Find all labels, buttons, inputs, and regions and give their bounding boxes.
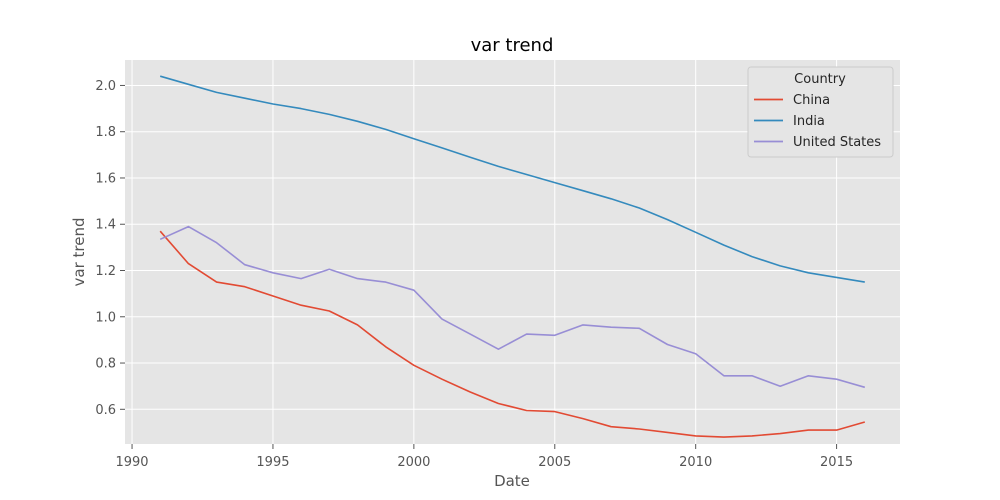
legend-label-india: India [793, 114, 825, 129]
legend-entries: China India United States [754, 93, 881, 150]
y-tick-label: 2.0 [95, 79, 116, 94]
x-tick-label: 2010 [679, 455, 712, 470]
legend: Country China India United States [747, 66, 894, 158]
y-tick-label: 0.6 [95, 403, 116, 418]
y-tick-label: 1.4 [95, 218, 116, 233]
x-tick-label: 2000 [397, 455, 430, 470]
series-line-china [159, 230, 866, 438]
y-tick-label: 0.8 [95, 357, 116, 372]
chart-title: var trend [471, 35, 554, 56]
x-tick-label: 1990 [115, 455, 148, 470]
y-tick-label: 1.8 [95, 125, 116, 140]
x-tick-label: 1995 [256, 455, 289, 470]
series-line-india [159, 75, 865, 283]
x-axis-ticks: 1990 1995 2000 2005 2010 2015 [115, 444, 853, 470]
x-tick-label: 2015 [820, 455, 853, 470]
legend-label-china: China [793, 93, 830, 108]
legend-title: Country [794, 72, 846, 87]
legend-box [747, 66, 894, 158]
y-tick-label: 1.6 [95, 171, 116, 186]
y-tick-label: 1.2 [95, 264, 116, 279]
x-tick-label: 2005 [538, 455, 571, 470]
y-axis-label: var trend [70, 218, 88, 287]
y-axis-ticks: 0.6 0.8 1.0 1.2 1.4 1.6 1.8 2.0 [95, 79, 125, 418]
series-layer [159, 75, 866, 438]
legend-label-united-states: United States [793, 135, 881, 150]
series-line-united-states [159, 225, 866, 389]
y-tick-label: 1.0 [95, 310, 116, 325]
x-axis-label: Date [494, 472, 530, 490]
